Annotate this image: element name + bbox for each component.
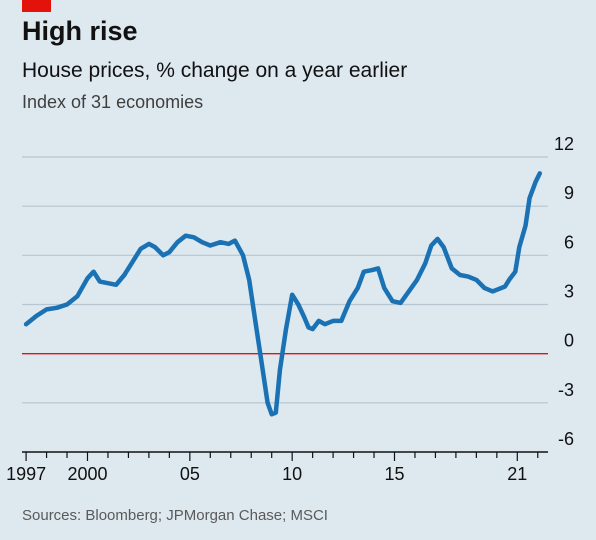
chart-title: High rise [22, 16, 138, 46]
series-line-0 [23, 171, 543, 417]
y-tick-label: 0 [564, 331, 574, 351]
y-tick-label: 6 [564, 232, 574, 252]
y-tick-label: -3 [558, 380, 574, 400]
source-note: Sources: Bloomberg; JPMorgan Chase; MSCI [22, 507, 328, 524]
y-tick-label: 3 [564, 282, 574, 302]
grid-lines [22, 156, 548, 404]
chart-subtitle-secondary: Index of 31 economies [22, 92, 204, 112]
x-tick-label: 05 [180, 464, 200, 484]
x-axis: 1997 2000 05 10 15 21 [6, 451, 548, 484]
y-tick-label: -6 [558, 429, 574, 449]
chart-subtitle: House prices, % change on a year earlier [22, 59, 408, 82]
y-axis-tick-labels: 12 9 6 3 0 -3 -6 [554, 134, 574, 449]
series-layer [23, 171, 543, 417]
x-tick-label: 2000 [67, 464, 107, 484]
y-tick-label: 9 [564, 183, 574, 203]
x-tick-label: 21 [507, 464, 527, 484]
brand-flag [22, 0, 51, 12]
x-tick-label: 10 [282, 464, 302, 484]
x-tick-label: 1997 [6, 464, 46, 484]
x-tick-label: 15 [384, 464, 404, 484]
y-tick-label: 12 [554, 134, 574, 154]
